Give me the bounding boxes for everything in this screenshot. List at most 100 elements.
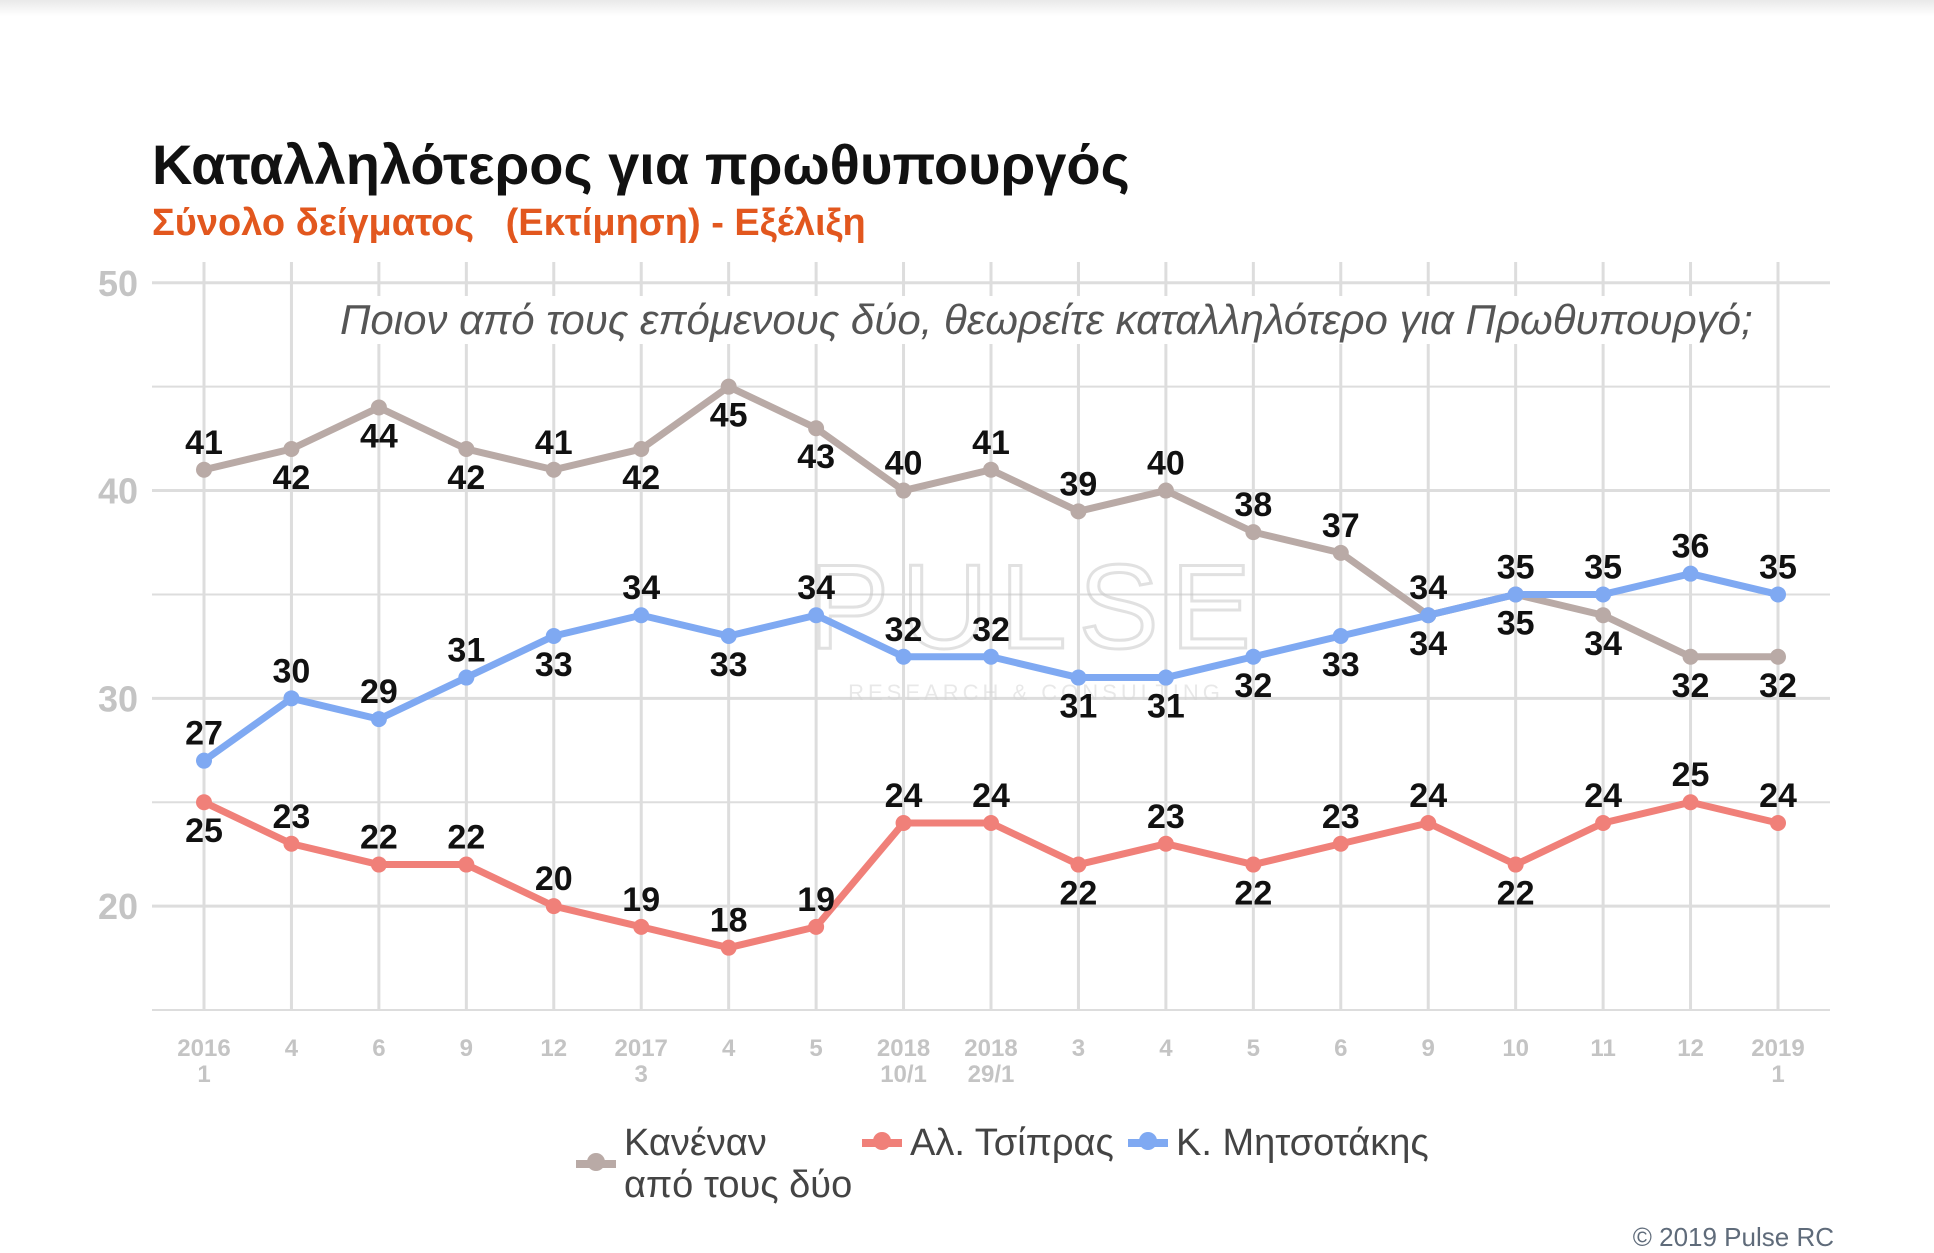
data-point (1770, 648, 1786, 665)
data-label: 23 (273, 798, 311, 836)
data-point (370, 399, 387, 416)
data-point (1595, 815, 1612, 831)
data-point (1682, 794, 1699, 811)
data-label: 24 (972, 777, 1010, 815)
data-label: 40 (1147, 445, 1185, 483)
data-label: 39 (1060, 465, 1098, 503)
data-label: 43 (797, 438, 835, 476)
data-point (1070, 503, 1087, 520)
data-point (720, 939, 737, 956)
data-label: 22 (447, 819, 485, 857)
data-label: 34 (797, 569, 835, 607)
x-tick-label: 2017 (615, 1035, 668, 1062)
data-label: 20 (535, 860, 573, 898)
data-label: 31 (1060, 688, 1098, 726)
data-label: 22 (360, 819, 398, 857)
x-tick-label: 2018 (877, 1035, 930, 1062)
legend-label: Κανέναν από τους δύο (624, 1122, 853, 1206)
data-label: 45 (710, 397, 748, 435)
data-label: 38 (1234, 486, 1272, 524)
data-point (1507, 586, 1524, 603)
data-label: 34 (1409, 569, 1447, 607)
x-tick-label: 3 (1072, 1035, 1085, 1062)
data-label: 27 (185, 715, 223, 753)
series-1 (196, 794, 1786, 956)
legend-key (862, 1132, 902, 1150)
data-point (1332, 628, 1349, 644)
data-point (808, 607, 825, 624)
data-label: 22 (1497, 875, 1535, 913)
data-label: 18 (710, 902, 748, 940)
legend-label: Αλ. Τσίπρας (910, 1122, 1114, 1164)
data-label: 31 (447, 632, 485, 670)
legend-key-marker (873, 1132, 891, 1150)
data-label: 41 (972, 424, 1010, 462)
data-point (545, 898, 562, 915)
data-label: 40 (885, 445, 923, 483)
chart-legend: Κανέναν από τους δύο Αλ. Τσίπρας Κ. Μητσοτ… (0, 1122, 1934, 1212)
y-tick-label: 40 (98, 471, 138, 512)
chart-subtitle: Σύνολο δείγματος (Εκτίμηση) - Εξέλιξη (152, 202, 866, 244)
data-label: 19 (797, 881, 835, 919)
y-tick-label: 50 (98, 263, 138, 304)
data-label: 36 (1672, 528, 1710, 566)
data-point (720, 378, 737, 395)
data-label: 34 (622, 569, 660, 607)
x-tick-label: 4 (722, 1035, 736, 1062)
data-label: 32 (972, 611, 1010, 649)
data-label: 37 (1322, 507, 1360, 545)
data-point (1507, 856, 1524, 873)
x-tick-label: 2019 (1751, 1035, 1804, 1062)
data-point (1070, 669, 1087, 686)
watermark-tagline: RESEARCH & CONSULTING (848, 680, 1224, 705)
x-tick-label: 10 (1502, 1035, 1529, 1062)
watermark-text: PULSE (809, 540, 1263, 674)
chart-title: Καταλληλότερος για πρωθυπουργός (152, 133, 1130, 196)
data-point (458, 441, 475, 457)
data-point (196, 794, 212, 811)
data-point (895, 482, 912, 499)
data-point (196, 752, 212, 769)
x-tick-label: 5 (809, 1035, 822, 1062)
data-label: 32 (1672, 667, 1710, 705)
watermark-logo: PULSE RESEARCH & CONSULTING (808, 539, 1263, 706)
data-label: 34 (1409, 625, 1447, 663)
legend-item: Κανέναν από τους δύο (576, 1122, 852, 1206)
legend-label: Κ. Μητσοτάκης (1176, 1122, 1429, 1164)
data-point (633, 607, 650, 624)
data-label: 33 (710, 646, 748, 684)
data-point (1332, 544, 1349, 561)
data-point (1770, 815, 1786, 831)
data-point (283, 441, 300, 457)
data-label: 35 (1497, 604, 1535, 642)
legend-item: Κ. Μητσοτάκης (1128, 1122, 1429, 1164)
data-label: 44 (360, 417, 398, 455)
x-tick-label: 2016 (177, 1035, 230, 1062)
data-point (1332, 835, 1349, 852)
data-point (633, 918, 650, 935)
data-point (458, 669, 475, 686)
legend-key-marker (587, 1153, 605, 1171)
data-point (458, 856, 475, 873)
data-label: 41 (535, 424, 573, 462)
data-label: 31 (1147, 688, 1185, 726)
data-point (1245, 856, 1262, 873)
data-point (283, 690, 300, 707)
data-point (1245, 524, 1262, 541)
x-tick-label: 10/1 (880, 1061, 927, 1088)
y-tick-label: 30 (98, 678, 138, 719)
data-label: 33 (535, 646, 573, 684)
data-point (1157, 669, 1174, 686)
x-tick-label: 29/1 (968, 1061, 1015, 1088)
data-point (808, 420, 825, 437)
data-label: 25 (185, 812, 223, 850)
data-label: 22 (1060, 875, 1098, 913)
data-point (1595, 607, 1612, 624)
data-point (283, 835, 300, 852)
data-label: 42 (447, 459, 485, 497)
grid-lines (152, 262, 1830, 1011)
data-label: 42 (622, 459, 660, 497)
window-top-edge (0, 0, 1934, 16)
data-point (1157, 482, 1174, 499)
